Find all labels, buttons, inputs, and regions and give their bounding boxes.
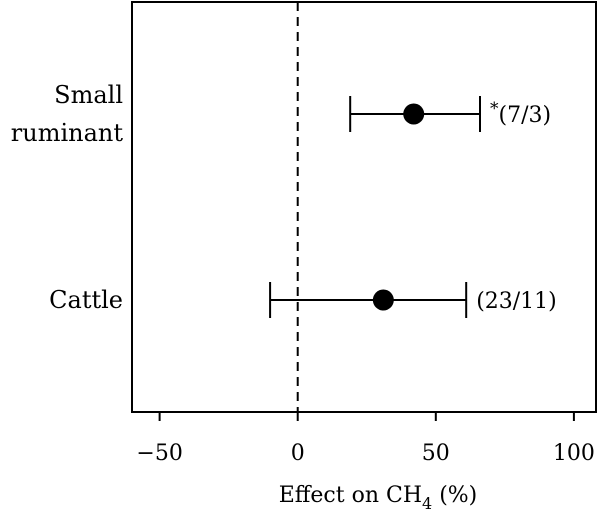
x-axis-label-main: Effect on CH <box>279 483 422 508</box>
x-tick-label: −50 <box>136 441 182 466</box>
forest-row: *(7/3) <box>349 96 551 132</box>
count-annotation: (23/11) <box>476 289 557 314</box>
plot-frame <box>131 1 597 413</box>
point-estimate <box>403 103 425 125</box>
category-label: Cattle <box>49 286 123 314</box>
x-tick-label: 100 <box>553 441 595 466</box>
count-annotation: *(7/3) <box>490 99 551 128</box>
category-labels: Small ruminant Cattle <box>11 81 124 314</box>
x-axis-label: Effect on CH4 (%) <box>279 483 478 512</box>
x-axis-label-subscript: 4 <box>422 494 432 512</box>
forest-rows: *(7/3) (23/11) <box>269 96 557 318</box>
forest-row: (23/11) <box>269 282 557 318</box>
x-tick-label: 50 <box>422 441 450 466</box>
x-axis-ticks: −50 0 50 100 <box>136 412 595 466</box>
x-tick-label: 0 <box>291 441 305 466</box>
category-label: Small ruminant <box>11 81 124 147</box>
point-estimate <box>372 289 394 311</box>
x-axis-label-suffix: (%) <box>432 483 477 508</box>
